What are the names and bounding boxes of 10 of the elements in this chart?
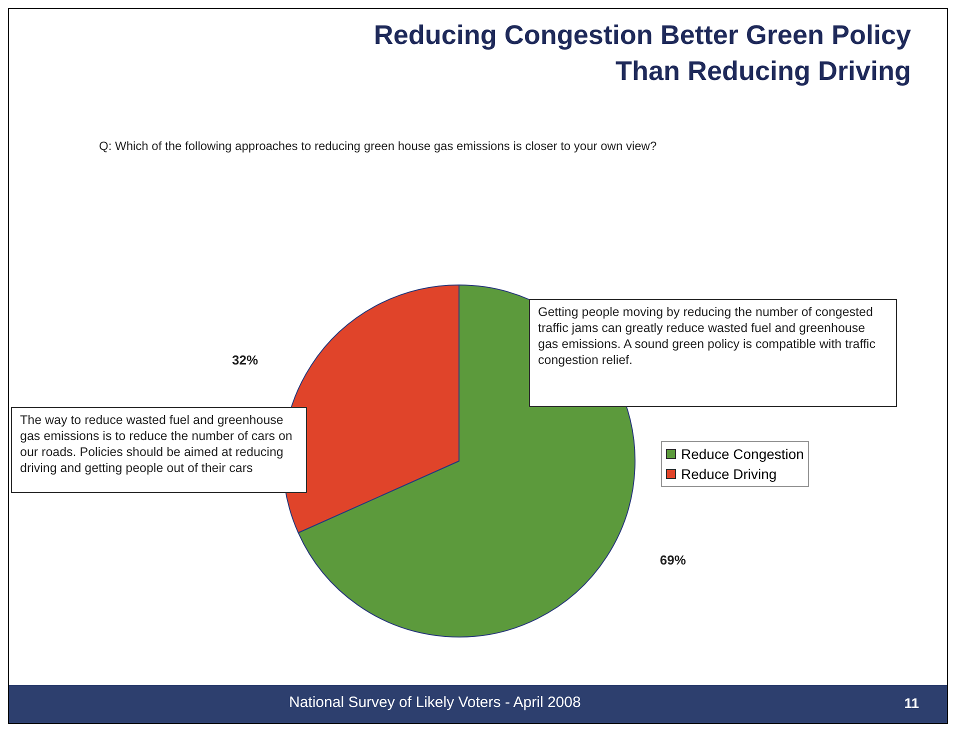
chart-subtitle: Q: Which of the following approaches to reducing green house gas emissions is closer to your own view? (99, 139, 657, 153)
text: National Survey of Likely Voters - April 2008 (289, 694, 581, 711)
text: Getting people moving by reducing the number of congested traffic jams can greatly reduce wasted fuel and greenhouse gas emissions. A sound green policy is compatible with traffic congestion relief. (529, 299, 897, 407)
text: The way to reduce wasted fuel and greenhouse gas emissions is to reduce the number of cars on our roads. Policies should be aimed at reducing driving and getting people out of their cars (11, 407, 307, 493)
data-label: 32% (232, 352, 259, 368)
legend-label: Reduce Congestion (681, 445, 804, 464)
data-label: 69% (660, 552, 686, 568)
chart-title: Reducing Congestion Better Green Policy Than Reducing Driving (374, 19, 911, 88)
text: 11 (904, 695, 919, 711)
legend-label: Reduce Driving (681, 465, 777, 484)
